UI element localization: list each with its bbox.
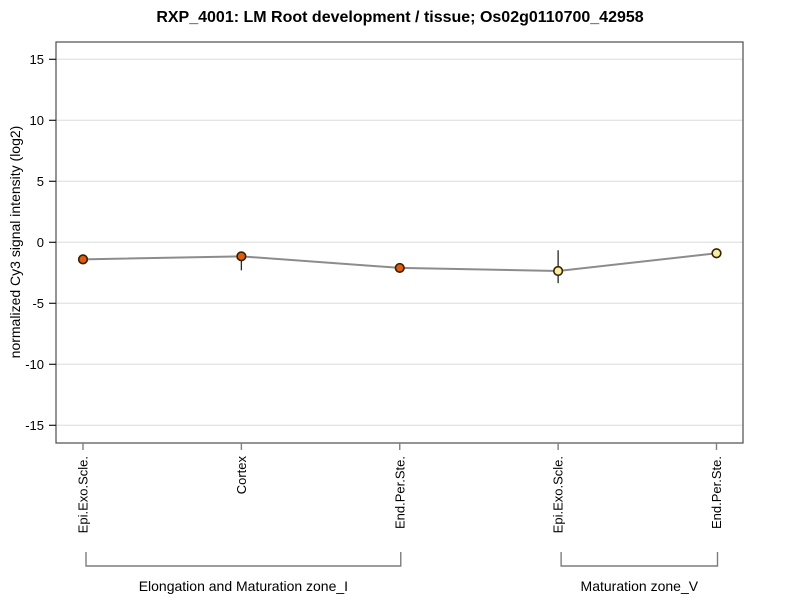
x-tick-label: Epi.Exo.Scle. [551, 456, 566, 533]
group-bracket [85, 552, 402, 567]
y-tick-label: 15 [30, 52, 44, 67]
y-tick-label: 0 [37, 235, 44, 250]
y-tick-label: 10 [30, 113, 44, 128]
y-tick-label: -15 [25, 418, 44, 433]
data-point [77, 254, 89, 265]
data-point [394, 262, 405, 274]
x-tick-label: Epi.Exo.Scle. [76, 456, 91, 533]
chart-title: RXP_4001: LM Root development / tissue; … [156, 9, 644, 26]
x-tick-label: Cortex [234, 456, 249, 495]
y-tick-label: -5 [32, 296, 44, 311]
data-point [236, 251, 247, 262]
data-point [711, 248, 722, 259]
x-tick-label: End.Per.Ste. [392, 456, 407, 529]
group-bracket [560, 552, 719, 567]
group-label: Elongation and Maturation zone_I [139, 578, 348, 594]
x-tick-label: End.Per.Ste. [709, 456, 724, 529]
y-tick-label: -10 [25, 357, 44, 372]
group-label: Maturation zone_V [581, 578, 699, 594]
data-point [553, 265, 564, 277]
y-tick-label: 5 [37, 174, 44, 189]
